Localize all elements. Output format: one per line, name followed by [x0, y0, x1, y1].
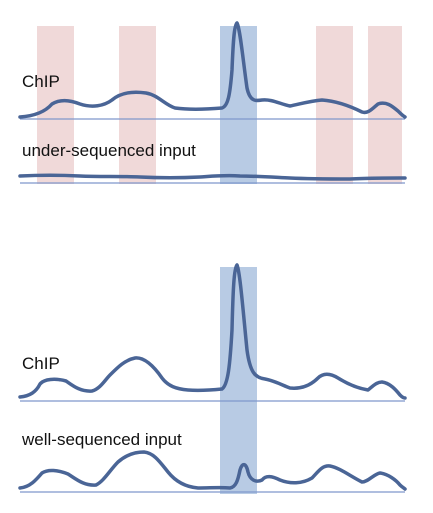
false-peak-highlight	[37, 26, 74, 184]
top-input-signal-trace	[18, 173, 407, 181]
baselines	[20, 118, 405, 493]
bottom-input-label: well-sequenced input	[22, 430, 182, 449]
top-chip-label: ChIP	[22, 72, 60, 91]
false-peak-highlight	[119, 26, 156, 184]
bottom-chip-label: ChIP	[22, 354, 60, 373]
top-chip-signal-trace	[18, 21, 407, 119]
signal-traces	[18, 21, 407, 491]
bottom-input-signal-trace	[18, 450, 407, 491]
top-input-label: under-sequenced input	[22, 141, 196, 160]
bottom-chip-signal-trace	[18, 263, 407, 400]
